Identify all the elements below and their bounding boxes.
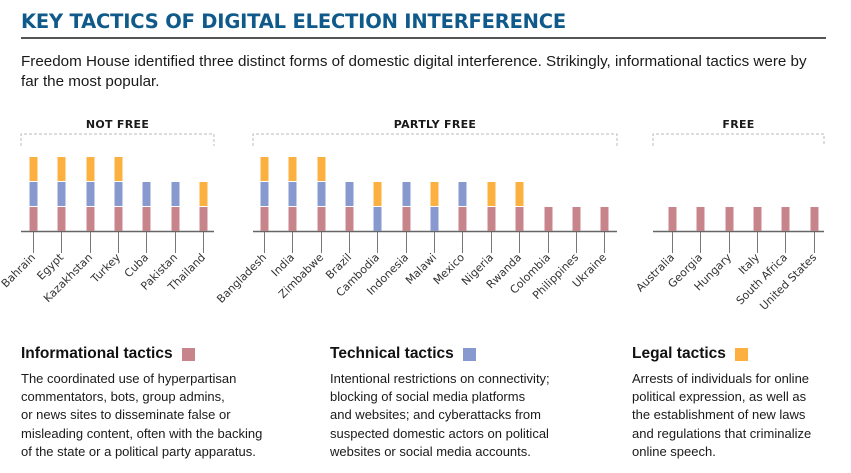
bar-segment-turkey-technical <box>114 182 123 206</box>
bar-segment-kazakhstan-informational <box>86 207 95 231</box>
legend-informational-description: The coordinated use of hyperpartisan com… <box>21 371 263 459</box>
legend-informational-swatch <box>181 347 195 361</box>
bar-segment-italy-informational <box>753 207 762 231</box>
page-title: KEY TACTICS OF DIGITAL ELECTION INTERFER… <box>21 10 567 33</box>
legend-legal-description: Arrests of individuals for online politi… <box>632 371 812 459</box>
legend-technical-title: Technical tactics <box>330 345 454 362</box>
bar-segment-cambodia-technical <box>373 207 382 231</box>
bar-segment-kazakhstan-legal <box>86 157 95 181</box>
group-bracket-partly-free <box>252 133 618 146</box>
bar-segment-malawi-legal <box>430 182 439 206</box>
bar-segment-australia-informational <box>668 207 677 231</box>
stacked-bar-chart: NOT FREEBahrainEgyptKazakhstanTurkeyCuba… <box>0 118 825 313</box>
bar-segment-georgia-informational <box>696 207 705 231</box>
bar-segment-colombia-informational <box>544 207 553 231</box>
bar-segment-kazakhstan-technical <box>86 182 95 206</box>
bar-segment-india-legal <box>288 157 297 181</box>
bar-segment-pakistan-technical <box>171 182 180 206</box>
bar-segment-united-states-informational <box>810 207 819 231</box>
bar-segment-zimbabwe-informational <box>317 207 326 231</box>
bar-segment-brazil-informational <box>345 207 354 231</box>
group-bracket-not-free <box>20 133 215 146</box>
bar-segment-ukraine-informational <box>600 207 609 231</box>
legend-legal-swatch <box>734 347 748 361</box>
bar-segment-brazil-technical <box>345 182 354 206</box>
bar-segment-indonesia-technical <box>402 182 411 206</box>
bar-segment-bangladesh-informational <box>260 207 269 231</box>
bar-segment-rwanda-informational <box>515 207 524 231</box>
bar-segment-bahrain-informational <box>29 207 38 231</box>
country-label-turkey: Turkey <box>88 251 124 287</box>
bar-segment-cuba-technical <box>142 182 151 206</box>
bar-segment-cambodia-legal <box>373 182 382 206</box>
bar-segment-turkey-legal <box>114 157 123 181</box>
bar-segment-bangladesh-legal <box>260 157 269 181</box>
bar-segment-nigeria-informational <box>487 207 496 231</box>
group-label-partly-free: PARTLY FREE <box>394 118 476 131</box>
bar-segment-zimbabwe-legal <box>317 157 326 181</box>
bar-segment-pakistan-informational <box>171 207 180 231</box>
bar-segment-mexico-informational <box>458 207 467 231</box>
bar-segment-bahrain-technical <box>29 182 38 206</box>
bar-segment-india-informational <box>288 207 297 231</box>
legend-technical-swatch <box>462 347 476 361</box>
bar-segment-cuba-informational <box>142 207 151 231</box>
bar-segment-india-technical <box>288 182 297 206</box>
country-label-australia: Australia <box>634 251 678 295</box>
legend-informational: Informational tactics The coordinated us… <box>21 345 262 461</box>
title-divider <box>21 37 826 39</box>
group-bracket-free <box>652 133 825 146</box>
legend-legal: Legal tactics Arrests of individuals for… <box>632 345 811 461</box>
bar-segment-thailand-informational <box>199 207 208 231</box>
bar-segment-zimbabwe-technical <box>317 182 326 206</box>
group-label-free: FREE <box>722 118 754 131</box>
bar-segment-rwanda-legal <box>515 182 524 206</box>
bar-segment-egypt-legal <box>57 157 66 181</box>
bar-segment-thailand-legal <box>199 182 208 206</box>
bar-segment-egypt-technical <box>57 182 66 206</box>
bar-segment-malawi-technical <box>430 207 439 231</box>
bar-segment-bahrain-legal <box>29 157 38 181</box>
bar-segment-philippines-informational <box>572 207 581 231</box>
bar-segment-hungary-informational <box>725 207 734 231</box>
bar-segment-mexico-technical <box>458 182 467 206</box>
group-label-not-free: NOT FREE <box>86 118 149 131</box>
bar-segment-egypt-informational <box>57 207 66 231</box>
legend-informational-title: Informational tactics <box>21 345 173 362</box>
legend-legal-title: Legal tactics <box>632 345 726 362</box>
country-label-bangladesh: Bangladesh <box>214 251 269 306</box>
intro-text: Freedom House identified three distinct … <box>21 53 807 90</box>
legend-technical: Technical tactics Intentional restrictio… <box>330 345 550 461</box>
bar-segment-bangladesh-technical <box>260 182 269 206</box>
legend-technical-description: Intentional restrictions on connectivity… <box>330 371 550 459</box>
country-label-bahrain: Bahrain <box>0 251 38 290</box>
bar-segment-turkey-informational <box>114 207 123 231</box>
bar-segment-nigeria-legal <box>487 182 496 206</box>
bar-segment-south-africa-informational <box>781 207 790 231</box>
bar-segment-indonesia-informational <box>402 207 411 231</box>
